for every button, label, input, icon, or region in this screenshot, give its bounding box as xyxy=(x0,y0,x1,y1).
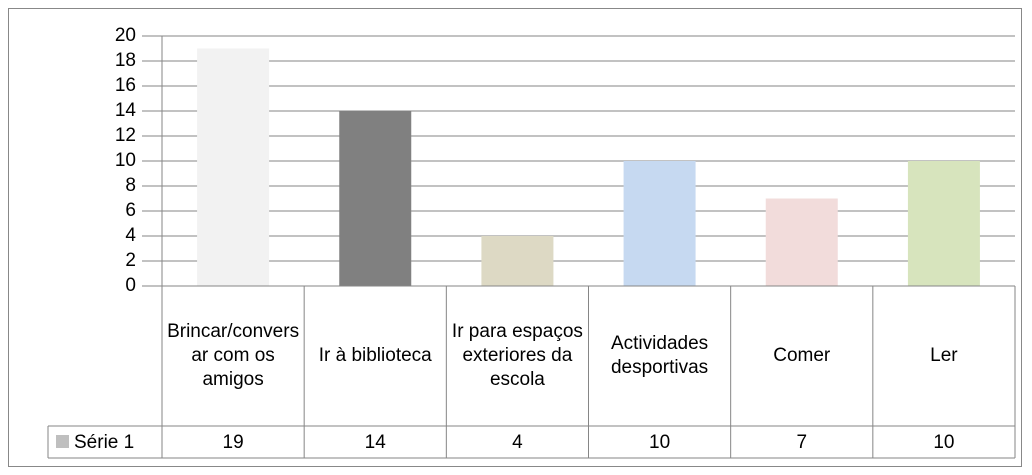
y-tick-label: 0 xyxy=(125,275,136,296)
x-tick-label: Actividades desportivas xyxy=(610,333,709,378)
legend-label: Série 1 xyxy=(74,432,134,453)
bar xyxy=(197,48,270,286)
table-value: 14 xyxy=(365,432,387,453)
bar xyxy=(339,111,412,286)
table-value: 4 xyxy=(512,432,523,453)
y-tick-label: 18 xyxy=(115,50,136,71)
y-tick-label: 12 xyxy=(115,125,136,146)
y-tick-label: 16 xyxy=(115,75,136,96)
x-tick-label: Brincar/conversar com os amigos xyxy=(167,321,300,390)
table-value: 7 xyxy=(796,432,807,453)
bar xyxy=(907,161,980,286)
table-value: 10 xyxy=(649,432,670,453)
x-tick-label: Comer xyxy=(773,345,831,366)
table-value: 19 xyxy=(223,432,244,453)
bar xyxy=(481,236,554,286)
x-tick-label: Ir para espaços exteriores da escola xyxy=(451,321,583,390)
y-tick-label: 6 xyxy=(125,200,136,221)
x-tick-label: Ir à biblioteca xyxy=(318,345,432,366)
bar xyxy=(623,161,696,286)
table-value: 10 xyxy=(933,432,954,453)
x-tick-label: Ler xyxy=(930,345,958,366)
y-tick-label: 4 xyxy=(125,225,136,246)
y-tick-label: 20 xyxy=(115,25,136,46)
bar xyxy=(765,198,838,286)
legend-key xyxy=(56,435,69,448)
y-tick-label: 14 xyxy=(115,100,137,121)
y-tick-label: 2 xyxy=(125,250,136,271)
y-tick-label: 10 xyxy=(115,150,136,171)
y-tick-label: 8 xyxy=(125,175,136,196)
